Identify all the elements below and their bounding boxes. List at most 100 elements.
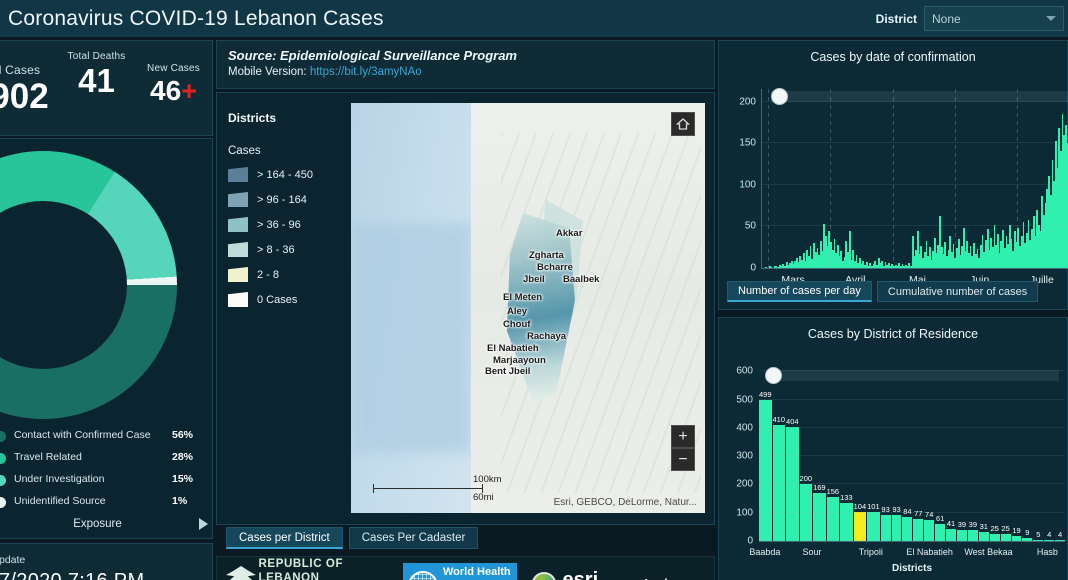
map-tabs[interactable]: Cases per District Cases Per Cadaster [226, 527, 479, 549]
map-home-button[interactable] [671, 112, 695, 136]
timeseries-bar[interactable] [797, 262, 800, 268]
district-bar[interactable] [978, 532, 989, 541]
district-bar-column[interactable]: 39 [967, 360, 978, 541]
timeseries-bar[interactable] [855, 254, 858, 268]
timeseries-bar[interactable] [922, 258, 924, 268]
timeseries-bar[interactable] [850, 259, 853, 268]
timeseries-bar[interactable] [990, 238, 992, 268]
district-bar[interactable] [989, 533, 1000, 541]
timeseries-bar[interactable] [1054, 141, 1057, 268]
timeseries-bar[interactable] [986, 228, 989, 268]
timeseries-bar[interactable] [775, 266, 778, 268]
timeseries-bar[interactable] [806, 249, 808, 268]
timeseries-bar[interactable] [997, 233, 999, 268]
timeseries-bar[interactable] [1022, 222, 1025, 268]
timeseries-bar[interactable] [1053, 180, 1055, 268]
timeseries-bar[interactable] [1031, 228, 1033, 268]
list-item[interactable]: Travel Related 28% [0, 451, 200, 465]
district-bar-column[interactable]: 4 [1044, 360, 1055, 541]
district-bar-column[interactable]: 156 [826, 360, 840, 541]
list-item[interactable]: Under Investigation 15% [0, 473, 200, 487]
legend-class-item[interactable]: > 96 - 164 [228, 192, 346, 207]
timeseries-bar[interactable] [840, 251, 843, 268]
timeseries-bar[interactable] [971, 256, 974, 268]
timeseries-bar[interactable] [819, 240, 822, 268]
timeseries-bar[interactable] [973, 243, 975, 268]
timeseries-bar[interactable] [879, 263, 882, 268]
timeseries-bar[interactable] [952, 243, 955, 268]
timeseries-bar[interactable] [777, 267, 780, 268]
district-bar-column[interactable]: 200 [799, 360, 813, 541]
timeseries-bar[interactable] [1002, 229, 1004, 268]
timeseries-bar[interactable] [942, 253, 945, 268]
district-bar-column[interactable]: 499 [759, 360, 772, 541]
timeseries-bar[interactable] [865, 262, 868, 268]
district-bar-column[interactable]: 410 [772, 360, 786, 541]
timeseries-bar[interactable] [983, 252, 986, 268]
timeseries-bar[interactable] [860, 263, 863, 268]
timeseries-bar[interactable] [947, 249, 950, 268]
district-bar[interactable] [786, 426, 799, 541]
timeseries-bar[interactable] [796, 258, 798, 268]
timeseries-bar[interactable] [1008, 224, 1011, 268]
timeseries-bar[interactable] [765, 267, 768, 268]
timeseries-bar[interactable] [804, 260, 807, 268]
timeseries-bar[interactable] [874, 260, 877, 268]
timeseries-bar[interactable] [898, 263, 900, 268]
timeseries-bar[interactable] [1061, 113, 1064, 268]
district-slider-track[interactable] [769, 370, 1059, 381]
list-item[interactable]: Unidentified Source 1% [0, 495, 200, 509]
mobile-version-link[interactable]: https://bit.ly/3amyNAo [309, 66, 422, 78]
timeseries-bar[interactable] [932, 250, 935, 268]
timeseries-bar[interactable] [869, 263, 871, 268]
district-bar-column[interactable]: 169 [813, 360, 826, 541]
timeseries-bar[interactable] [809, 246, 812, 268]
timeseries-bar[interactable] [1005, 236, 1008, 268]
timeseries-bar[interactable] [799, 255, 802, 268]
district-bar[interactable] [946, 529, 956, 541]
district-bar[interactable] [1022, 538, 1033, 541]
timeseries-bar[interactable] [966, 240, 969, 268]
timeseries-bar[interactable] [976, 248, 979, 268]
timeseries-bar[interactable] [1027, 219, 1030, 268]
timeseries-bar[interactable] [916, 231, 919, 268]
timeseries-bar[interactable] [1029, 239, 1032, 268]
timeseries-bar[interactable] [969, 246, 972, 268]
map-zoom-in-button[interactable]: + [671, 425, 695, 448]
timeseries-bar[interactable] [889, 266, 892, 268]
timeseries-bar[interactable] [1049, 194, 1052, 268]
district-bar[interactable] [1044, 539, 1055, 541]
timeseries-bar[interactable] [857, 263, 860, 268]
district-bar[interactable] [891, 514, 902, 541]
timeseries-bar[interactable] [908, 263, 911, 268]
tab-cases-per-cadaster[interactable]: Cases Per Cadaster [348, 527, 479, 549]
timeseries-bar[interactable] [842, 260, 844, 268]
timeseries-bar[interactable] [939, 216, 941, 268]
timeseries-bar[interactable] [847, 252, 849, 268]
legend-class-item[interactable]: 0 Cases [228, 292, 346, 307]
timeseries-bar[interactable] [1010, 238, 1013, 268]
timeseries-bar[interactable] [1032, 216, 1035, 268]
timeseries-bar[interactable] [1051, 159, 1054, 268]
timeseries-bar[interactable] [888, 263, 890, 268]
district-bar-column[interactable]: 39 [956, 360, 967, 541]
district-bar[interactable] [813, 493, 826, 541]
timeseries-slider-handle[interactable] [771, 88, 788, 105]
tab-cases-per-district[interactable]: Cases per District [226, 527, 343, 549]
timeseries-bar[interactable] [1056, 168, 1059, 268]
timeseries-bar[interactable] [918, 253, 921, 268]
timeseries-bar[interactable] [773, 265, 776, 268]
timeseries-bar[interactable] [901, 263, 904, 268]
timeseries-bar[interactable] [1003, 248, 1006, 268]
timeseries-bar[interactable] [784, 265, 786, 268]
timeseries-bar[interactable] [1044, 203, 1047, 268]
timeseries-bar[interactable] [792, 263, 795, 268]
timeseries-bar[interactable] [1060, 151, 1062, 268]
district-select[interactable]: None [924, 6, 1064, 31]
timeseries-bar[interactable] [853, 261, 856, 268]
timeseries-bar[interactable] [782, 263, 785, 268]
timeseries-bar[interactable] [899, 265, 902, 268]
timeseries-bar[interactable] [949, 236, 952, 268]
timeseries-bar[interactable] [828, 231, 831, 268]
district-bar-column[interactable]: 25 [1000, 360, 1011, 541]
